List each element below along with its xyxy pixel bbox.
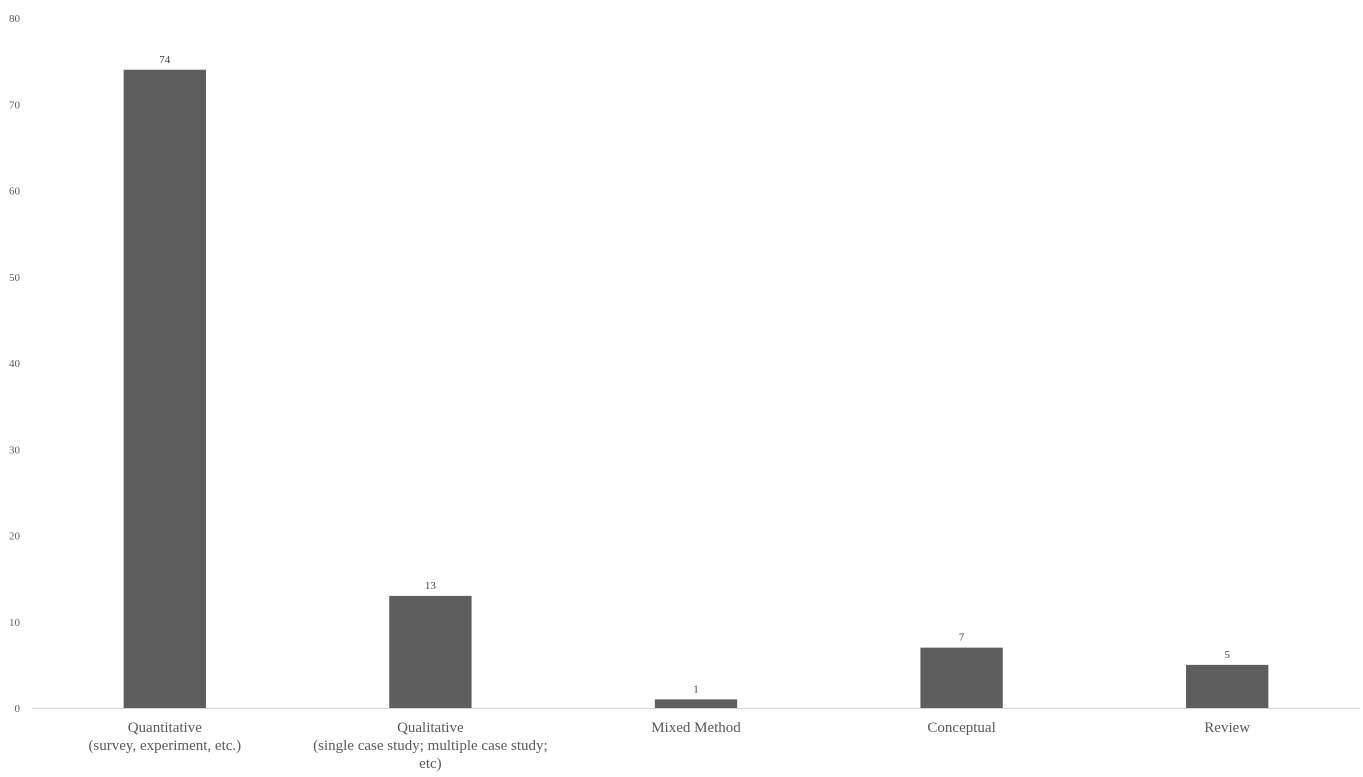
y-tick-label: 0 xyxy=(15,703,21,715)
y-tick-label: 30 xyxy=(9,444,21,456)
bar xyxy=(654,699,738,708)
y-tick-label: 40 xyxy=(9,358,21,370)
y-tick-label: 80 xyxy=(9,13,21,25)
bar xyxy=(920,647,1003,708)
bar xyxy=(1186,664,1269,708)
data-label: 13 xyxy=(425,580,437,592)
x-category-label-line: Review xyxy=(1204,720,1250,736)
y-tick-label: 10 xyxy=(9,617,21,629)
data-label: 74 xyxy=(159,54,171,66)
data-labels-group: 74 13 1 7 5 xyxy=(159,54,1230,696)
x-category-label: Quantitative (survey, experiment, etc.) xyxy=(88,720,241,754)
y-tick-label: 20 xyxy=(9,531,21,543)
bar xyxy=(123,69,206,708)
x-category-label-line: Qualitative xyxy=(397,720,464,736)
bar xyxy=(389,595,472,708)
category-labels-group: Quantitative (survey, experiment, etc.)Qu… xyxy=(88,720,1250,772)
y-tick-label: 50 xyxy=(9,272,21,284)
x-category-label-line: (survey, experiment, etc.) xyxy=(88,738,241,754)
x-category-label: Review xyxy=(1204,720,1250,736)
x-category-label: Conceptual xyxy=(927,720,995,736)
x-category-label-line: Quantitative xyxy=(128,720,202,736)
y-tick-label: 70 xyxy=(9,99,21,111)
x-category-label-line: Conceptual xyxy=(927,720,995,736)
data-label: 5 xyxy=(1224,649,1230,661)
data-label: 1 xyxy=(693,683,699,695)
x-category-label-line: (single case study; multiple case study; xyxy=(313,738,548,754)
x-category-label-line: Mixed Method xyxy=(651,720,741,736)
y-tick-label: 60 xyxy=(9,186,21,198)
x-category-label-line: etc) xyxy=(419,756,441,772)
y-axis-ticks: 0 10 20 30 40 50 60 70 80 xyxy=(9,13,21,715)
x-category-label: Qualitative (single case study; multiple … xyxy=(313,720,548,772)
x-category-label: Mixed Method xyxy=(651,720,741,736)
bars-group xyxy=(123,69,1269,708)
data-label: 7 xyxy=(959,632,965,644)
